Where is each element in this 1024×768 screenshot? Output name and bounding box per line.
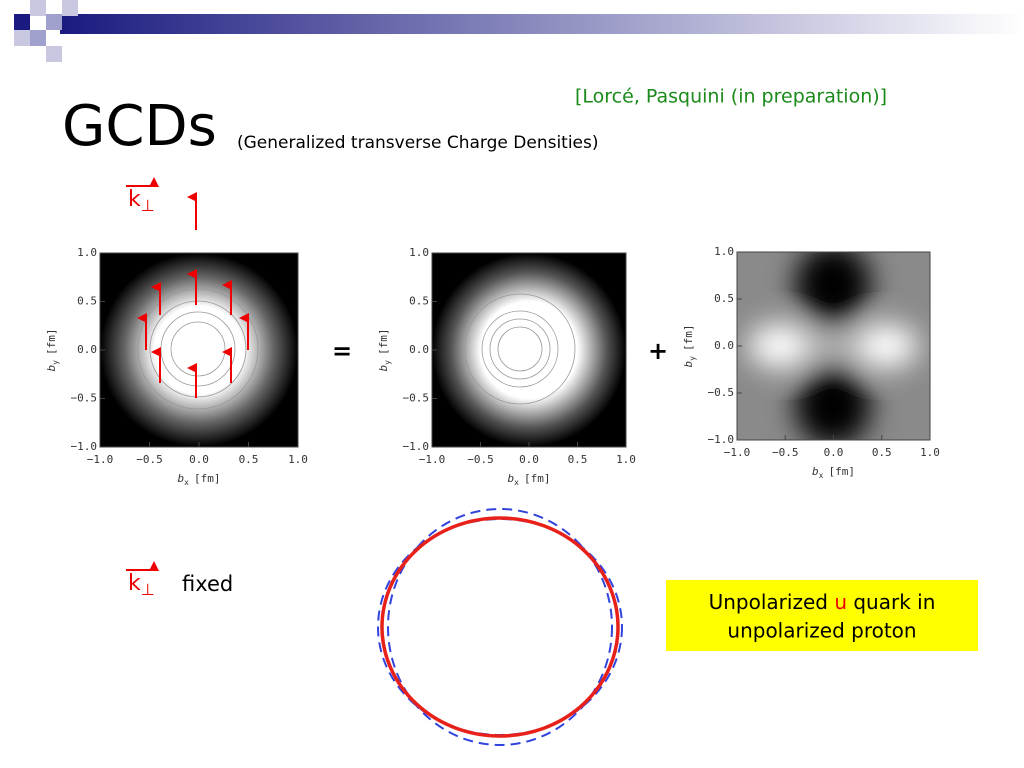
y-tick-label: −0.5 — [71, 392, 98, 405]
note: Unpolarized u quark in — [709, 590, 936, 614]
density-plot — [432, 253, 626, 447]
y-tick-label: 1.0 — [714, 245, 734, 258]
x-tick-label: 0.5 — [568, 453, 588, 466]
y-tick-label: −1.0 — [708, 433, 735, 446]
x-axis-label: bx [fm] — [178, 472, 221, 487]
symbol: b — [45, 365, 58, 372]
x-tick-label: 0.0 — [824, 446, 844, 459]
symbol: b — [682, 361, 695, 368]
unit: [fm] — [194, 472, 221, 485]
subtitle: (Generalized transverse Charge Densities… — [237, 133, 599, 153]
y-tick-label: −1.0 — [403, 440, 430, 453]
x-axis-label: bx [fm] — [508, 472, 551, 487]
x-tick-label: 0.0 — [189, 453, 209, 466]
density-plot — [100, 253, 298, 447]
x-tick-label: 1.0 — [616, 453, 636, 466]
y-tick-label: 1.0 — [77, 246, 97, 259]
x-tick-label: −0.5 — [136, 453, 163, 466]
fixed-label: fixed — [182, 572, 233, 596]
subscript: y — [383, 360, 392, 365]
subscript: y — [688, 356, 697, 361]
x-tick-label: −0.5 — [467, 453, 494, 466]
y-tick-label: 0.5 — [714, 292, 734, 305]
unit: [fm] — [377, 329, 390, 356]
note: unpolarized proton — [727, 619, 916, 643]
equals-sign: = — [332, 337, 352, 365]
k-symbol: k⊥ — [128, 187, 155, 215]
x-tick-label: 1.0 — [920, 446, 940, 459]
subscript: x — [514, 478, 519, 487]
y-axis-label: by [fm] — [377, 329, 392, 372]
y-tick-label: −0.5 — [708, 386, 735, 399]
symbol: b — [508, 472, 515, 485]
density-plot — [737, 252, 930, 440]
y-tick-label: 0.0 — [77, 343, 97, 356]
x-tick-label: 0.5 — [872, 446, 892, 459]
solid-contour — [380, 516, 620, 738]
unit: [fm] — [45, 329, 58, 356]
subscript: y — [51, 360, 60, 365]
x-tick-label: −0.5 — [772, 446, 799, 459]
x-tick-label: 1.0 — [288, 453, 308, 466]
x-tick-label: 0.5 — [239, 453, 259, 466]
y-axis-label: by [fm] — [682, 325, 697, 368]
symbol: b — [377, 365, 390, 372]
slide-title: GCDs — [62, 94, 217, 159]
y-tick-label: 0.5 — [409, 295, 429, 308]
symbol: b — [812, 465, 819, 478]
subscript: x — [819, 471, 824, 480]
y-tick-label: −0.5 — [403, 392, 430, 405]
y-tick-label: 0.0 — [409, 343, 429, 356]
x-tick-label: −1.0 — [724, 446, 751, 459]
y-tick-label: 1.0 — [409, 246, 429, 259]
k-symbol: k⊥ — [128, 571, 155, 599]
dashed-contour — [387, 508, 613, 746]
y-tick-label: 0.5 — [77, 295, 97, 308]
contours — [464, 293, 576, 405]
y-axis-label: by [fm] — [45, 329, 60, 372]
x-axis-label: bx [fm] — [812, 465, 855, 480]
y-tick-label: −1.0 — [71, 440, 98, 453]
header-decoration — [14, 0, 1024, 62]
subscript: x — [184, 478, 189, 487]
x-tick-label: −1.0 — [87, 453, 114, 466]
unit: [fm] — [524, 472, 551, 485]
note-box — [666, 580, 978, 651]
reference: [Lorcé, Pasquini (in preparation)] — [575, 86, 887, 108]
unit: [fm] — [682, 325, 695, 352]
y-tick-label: 0.0 — [714, 339, 734, 352]
polarization-arrows — [137, 269, 249, 398]
unit: [fm] — [828, 465, 855, 478]
symbol: b — [178, 472, 185, 485]
x-tick-label: 0.0 — [519, 453, 539, 466]
x-tick-label: −1.0 — [419, 453, 446, 466]
plus-sign: + — [648, 337, 668, 365]
